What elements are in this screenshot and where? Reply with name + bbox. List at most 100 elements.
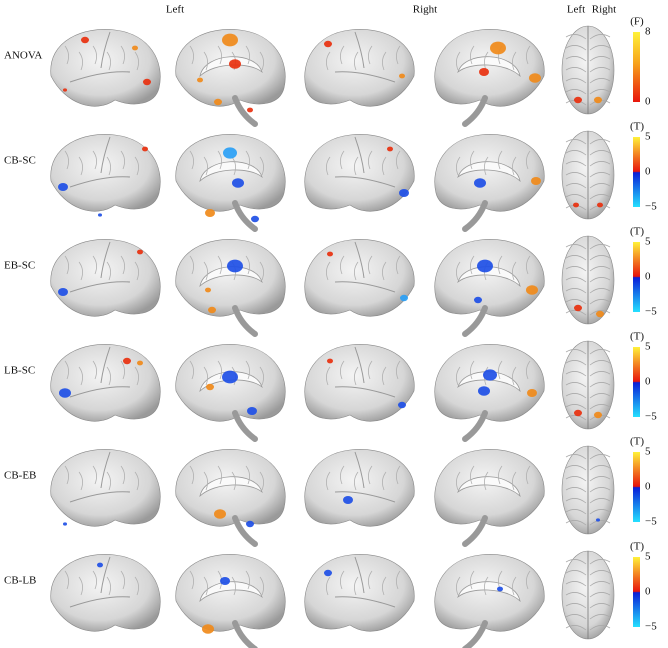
sulcus bbox=[565, 244, 611, 250]
activation-blob bbox=[597, 202, 603, 208]
brainstem bbox=[462, 515, 488, 547]
activation-blob bbox=[232, 178, 244, 188]
scale-unit: (F) bbox=[630, 16, 644, 28]
activation-blob bbox=[531, 177, 541, 185]
activation-blob bbox=[529, 73, 541, 83]
activation-blob bbox=[63, 522, 67, 526]
brain-hemisphere bbox=[50, 239, 161, 317]
activation-blob bbox=[222, 33, 238, 47]
sulcus bbox=[565, 625, 611, 631]
corpus-callosum bbox=[457, 476, 521, 498]
sulcus bbox=[120, 360, 125, 380]
sulcus bbox=[565, 559, 611, 565]
activation-blob bbox=[223, 147, 237, 159]
activation-blob bbox=[324, 40, 332, 48]
sulcus bbox=[340, 255, 345, 275]
sulcus bbox=[470, 465, 475, 485]
sulcus bbox=[64, 150, 69, 170]
scale-tick-label: −5 bbox=[645, 516, 657, 528]
central-sulcus bbox=[354, 451, 365, 489]
sulcus bbox=[526, 465, 531, 485]
brain-hemisphere bbox=[434, 29, 545, 107]
sulcus bbox=[203, 156, 208, 176]
row-label: ANOVA bbox=[4, 50, 42, 62]
sulcus bbox=[189, 45, 194, 65]
sulcus bbox=[78, 366, 83, 386]
central-sulcus bbox=[100, 451, 111, 489]
sulcus bbox=[382, 366, 387, 386]
sulcus bbox=[368, 465, 373, 485]
row-label: LB-SC bbox=[4, 365, 35, 377]
activation-blob bbox=[229, 59, 241, 69]
sulcus bbox=[217, 360, 222, 380]
sulcus bbox=[565, 56, 611, 62]
sulcus bbox=[565, 34, 611, 40]
activation-blob bbox=[574, 304, 582, 312]
sulcus bbox=[565, 277, 611, 283]
sulcus bbox=[217, 45, 222, 65]
sylvian-fissure bbox=[334, 71, 396, 83]
activation-blob bbox=[247, 407, 257, 415]
sylvian-fissure bbox=[69, 71, 131, 83]
sulcus bbox=[120, 465, 125, 485]
column-header: Right bbox=[592, 4, 616, 16]
sulcus bbox=[134, 261, 139, 281]
sulcus bbox=[326, 366, 331, 386]
activation-blob bbox=[596, 310, 604, 318]
brain-hemisphere bbox=[434, 554, 545, 632]
sulcus bbox=[326, 261, 331, 281]
sulcus bbox=[326, 51, 331, 71]
sulcus bbox=[78, 51, 83, 71]
activation-blob bbox=[527, 389, 537, 397]
central-sulcus bbox=[354, 136, 365, 174]
brain-hemisphere bbox=[175, 134, 286, 212]
brain-hemisphere bbox=[434, 449, 545, 527]
corpus-callosum bbox=[457, 266, 521, 288]
brain-hemisphere bbox=[175, 29, 286, 107]
column-header: Right bbox=[413, 4, 437, 16]
figure-row: ANOVA (F)8 0 bbox=[4, 16, 651, 127]
central-sulcus bbox=[100, 556, 111, 594]
activation-blob bbox=[98, 213, 102, 217]
color-scale bbox=[633, 557, 640, 627]
sulcus bbox=[78, 576, 83, 596]
sulcus bbox=[565, 288, 611, 294]
activation-blob bbox=[63, 88, 67, 92]
brain-hemisphere bbox=[434, 239, 545, 317]
activation-blob bbox=[477, 259, 493, 273]
brain-hemisphere bbox=[304, 554, 415, 632]
activation-blob bbox=[247, 107, 253, 113]
central-sulcus bbox=[100, 136, 111, 174]
sulcus bbox=[565, 349, 611, 355]
sulcus bbox=[382, 156, 387, 176]
color-scale bbox=[633, 347, 640, 417]
sulcus bbox=[565, 614, 611, 620]
sulcus bbox=[203, 576, 208, 596]
scale-tick-label: 0 bbox=[645, 481, 651, 493]
corpus-callosum bbox=[199, 581, 263, 603]
sulcus bbox=[396, 45, 401, 65]
corpus-callosum bbox=[457, 161, 521, 183]
sulcus bbox=[245, 360, 250, 380]
brain-hemisphere bbox=[175, 449, 286, 527]
sulcus bbox=[203, 471, 208, 491]
activation-blob bbox=[58, 288, 68, 296]
sulcus bbox=[92, 465, 97, 485]
activation-blob bbox=[497, 586, 503, 592]
sulcus bbox=[340, 570, 345, 590]
activation-blob bbox=[208, 306, 216, 314]
sulcus bbox=[565, 393, 611, 399]
sulcus bbox=[484, 471, 489, 491]
activation-blob bbox=[251, 215, 259, 223]
sulcus bbox=[189, 465, 194, 485]
activation-blob bbox=[142, 146, 148, 152]
central-sulcus bbox=[100, 31, 111, 69]
sulcus bbox=[526, 45, 531, 65]
brainstem bbox=[232, 200, 258, 232]
activation-blob bbox=[59, 388, 71, 398]
activation-blob bbox=[400, 294, 408, 302]
corpus-callosum bbox=[457, 371, 521, 393]
row-label: CB-SC bbox=[4, 155, 36, 167]
sulcus bbox=[189, 255, 194, 275]
